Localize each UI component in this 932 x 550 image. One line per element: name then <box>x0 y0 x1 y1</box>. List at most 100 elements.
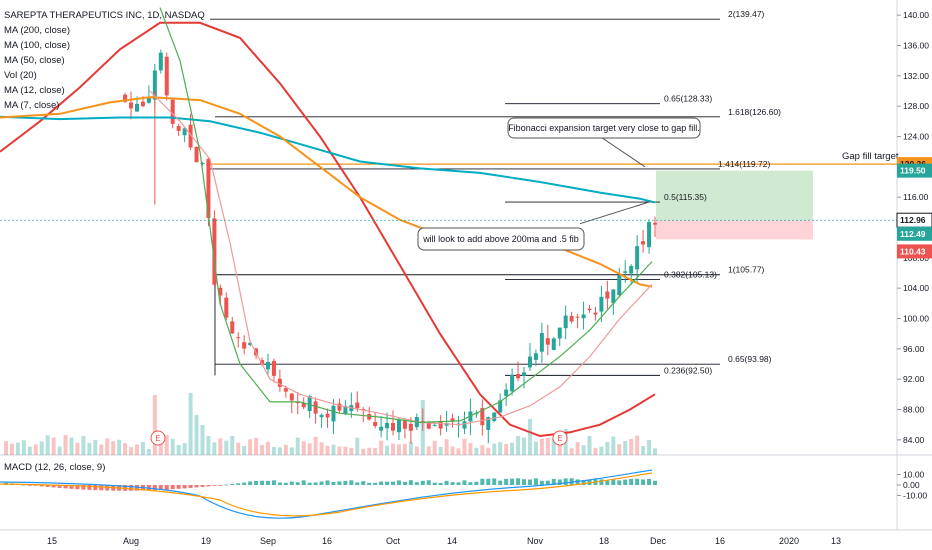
candle-body <box>539 333 544 352</box>
candle-body <box>152 70 157 100</box>
candle-body <box>248 342 253 345</box>
x-tick-label: 14 <box>447 536 457 546</box>
macd-histogram-bar <box>27 485 32 486</box>
candle-body <box>289 393 294 401</box>
volume-bar <box>63 435 68 455</box>
macd-histogram-bar <box>289 481 294 485</box>
candle-body <box>361 408 366 410</box>
macd-histogram-bar <box>230 483 235 485</box>
volume-bar <box>599 446 604 455</box>
macd-histogram-bar <box>444 480 449 485</box>
volume-bar <box>39 441 44 455</box>
volume-bar <box>527 419 532 455</box>
price-label-text: 110.43 <box>900 246 926 256</box>
volume-bar <box>516 436 521 455</box>
macd-histogram-bar <box>146 485 151 491</box>
volume-bar <box>557 436 562 455</box>
y-tick-label: 140.00 <box>903 10 929 20</box>
candle-body <box>420 421 425 423</box>
macd-histogram-bar <box>218 485 223 486</box>
legend-ma50: MA (50, close) <box>4 55 65 66</box>
macd-histogram-bar <box>653 480 657 485</box>
volume-bar <box>307 443 312 455</box>
x-tick-label: 13 <box>831 536 841 546</box>
legend-vol: Vol (20) <box>4 70 37 81</box>
fib-label: 0.65(93.98) <box>728 354 772 364</box>
chart-title: SAREPTA THERAPEUTICS INC, 1D, NASDAQ <box>4 10 205 21</box>
candle-body <box>450 418 455 422</box>
volume-bar <box>176 445 181 455</box>
fib-label: 0.5(115.35) <box>664 192 707 202</box>
candle-body <box>379 426 384 431</box>
candle-body <box>271 360 276 376</box>
macd-histogram-bar <box>343 480 348 485</box>
candle-body <box>301 403 306 408</box>
macd-histogram-bar <box>182 485 187 489</box>
fib-label: 1.618(126.60) <box>728 107 781 117</box>
macd-histogram-bar <box>438 482 443 485</box>
volume-bar <box>361 448 366 455</box>
candle-body <box>385 422 390 429</box>
candle-body <box>563 315 568 329</box>
volume-bar <box>593 447 598 455</box>
volume-bar <box>289 447 294 455</box>
candle-body <box>569 315 574 322</box>
y-tick-label: 84.00 <box>903 435 925 445</box>
candle-body <box>432 425 437 427</box>
macd-histogram-bar <box>385 481 390 485</box>
macd-histogram-bar <box>462 480 467 485</box>
macd-histogram-bar <box>599 479 604 485</box>
candle-body <box>230 321 235 334</box>
volume-bar <box>617 444 622 455</box>
y-tick-label: 124.00 <box>903 132 929 142</box>
volume-bar <box>569 448 574 455</box>
candle-body <box>438 421 443 429</box>
volume-bar <box>635 435 640 455</box>
macd-histogram-bar <box>510 478 515 485</box>
volume-bar <box>230 435 235 455</box>
candle-body <box>146 97 151 103</box>
x-tick-label: Dec <box>650 536 667 546</box>
macd-histogram-bar <box>45 485 50 487</box>
candle-body <box>206 158 211 219</box>
volume-bar <box>188 393 193 455</box>
candle-body <box>510 374 515 392</box>
macd-histogram-bar <box>93 485 98 491</box>
candle-body <box>337 403 342 411</box>
ma7-line <box>159 7 653 424</box>
macd-histogram-bar <box>260 480 265 485</box>
macd-histogram-bar <box>504 478 509 485</box>
macd-histogram-bar <box>629 478 634 485</box>
add-callout-box <box>417 227 585 251</box>
callout-pointer <box>579 201 651 225</box>
macd-histogram-bar <box>319 481 324 485</box>
volume-bar <box>653 448 657 455</box>
volume-bar <box>93 439 98 455</box>
volume-bar <box>444 439 449 455</box>
macd-histogram-bar <box>158 485 163 490</box>
candle-body <box>527 356 532 368</box>
macd-tick-label: 10.00 <box>903 470 925 480</box>
macd-histogram-bar <box>325 480 330 485</box>
volume-bar <box>432 440 437 455</box>
candle-body <box>176 126 181 131</box>
macd-histogram-bar <box>391 481 396 485</box>
macd-histogram-bar <box>265 480 270 485</box>
macd-histogram-bar <box>75 485 80 490</box>
candle-body <box>367 414 372 420</box>
macd-histogram-bar <box>200 485 205 487</box>
candle-body <box>486 417 491 430</box>
macd-histogram-bar <box>295 482 300 485</box>
add-callout-text: will look to add above 200ma and .5 fib <box>422 234 579 244</box>
volume-bar <box>45 435 50 455</box>
macd-histogram-bar <box>617 480 622 485</box>
volume-bar <box>510 442 515 455</box>
signal-line <box>0 472 653 517</box>
volume-bar <box>111 441 116 455</box>
volume-bar <box>129 447 134 455</box>
fib-label: 0.65(128.33) <box>664 94 712 104</box>
volume-bar <box>15 442 20 455</box>
macd-histogram-bar <box>432 482 437 485</box>
macd-tick-label: 0.00 <box>903 480 920 490</box>
